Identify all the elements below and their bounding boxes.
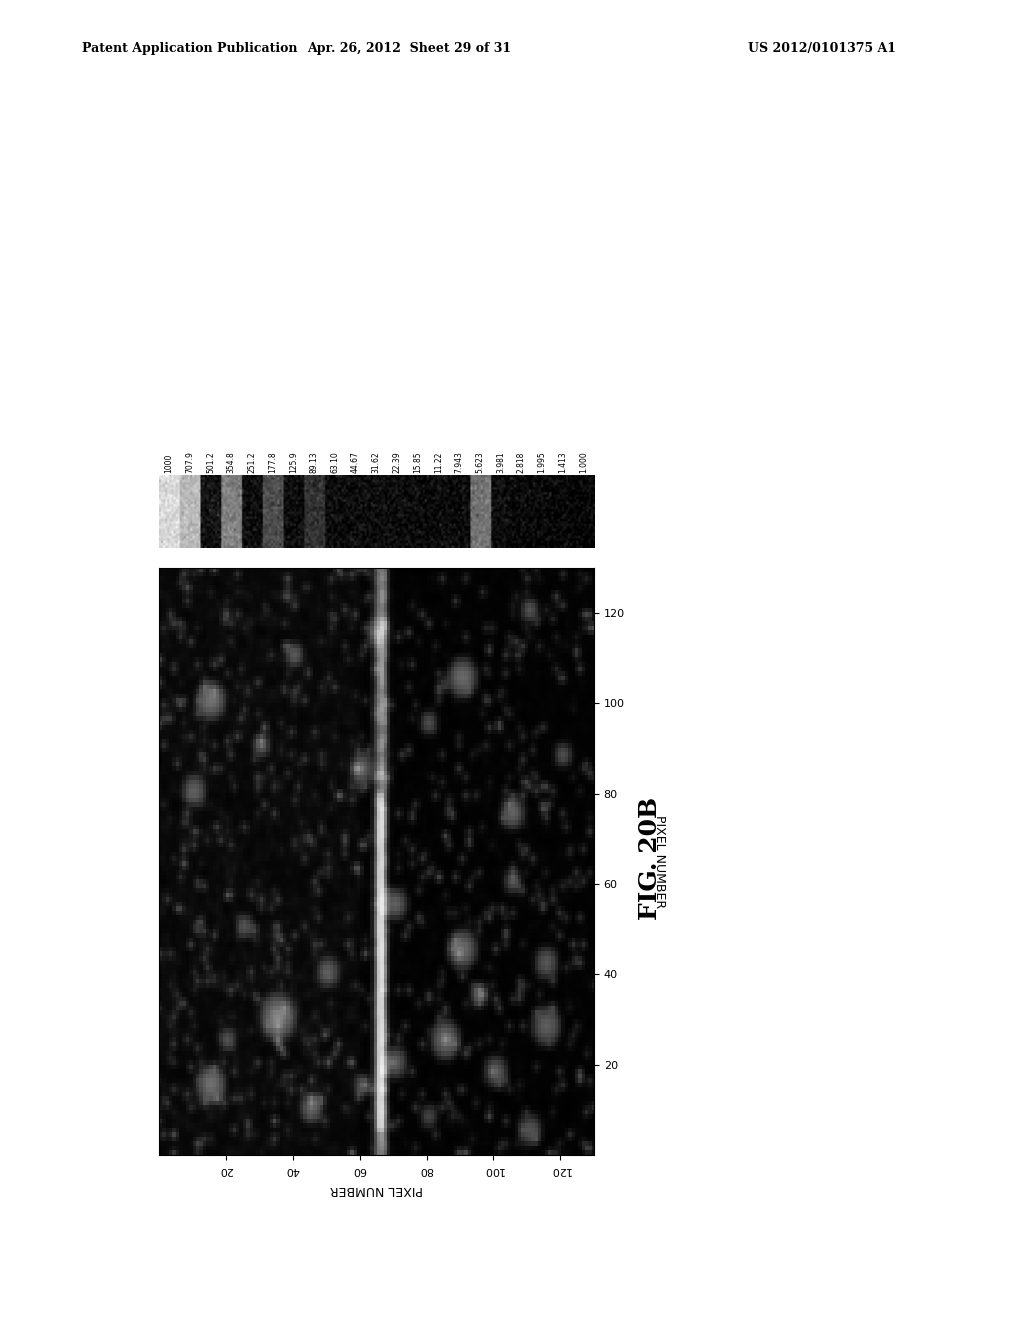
Text: 707.9: 707.9 — [185, 450, 195, 473]
Text: 501.2: 501.2 — [206, 451, 215, 473]
Text: 89.13: 89.13 — [309, 451, 318, 473]
Text: 251.2: 251.2 — [248, 451, 256, 473]
Text: 1.413: 1.413 — [558, 451, 567, 473]
Text: 1000: 1000 — [165, 453, 174, 473]
Text: FIG. 20B: FIG. 20B — [638, 796, 663, 920]
Text: 22.39: 22.39 — [392, 451, 401, 473]
Text: 3.981: 3.981 — [497, 451, 505, 473]
Text: 7.943: 7.943 — [455, 450, 464, 473]
Text: Apr. 26, 2012  Sheet 29 of 31: Apr. 26, 2012 Sheet 29 of 31 — [307, 42, 512, 55]
Y-axis label: PIXEL NUMBER: PIXEL NUMBER — [653, 814, 667, 908]
Text: 1.995: 1.995 — [538, 451, 547, 473]
Text: 63.10: 63.10 — [331, 451, 339, 473]
X-axis label: PIXEL NUMBER: PIXEL NUMBER — [330, 1183, 423, 1196]
Text: 1.000: 1.000 — [579, 451, 588, 473]
Text: 177.8: 177.8 — [268, 451, 278, 473]
Text: 5.623: 5.623 — [475, 451, 484, 473]
Text: 31.62: 31.62 — [372, 451, 381, 473]
Text: 125.9: 125.9 — [289, 451, 298, 473]
Text: Patent Application Publication: Patent Application Publication — [82, 42, 297, 55]
Text: 354.8: 354.8 — [226, 451, 236, 473]
Text: US 2012/0101375 A1: US 2012/0101375 A1 — [748, 42, 896, 55]
Text: 2.818: 2.818 — [517, 451, 526, 473]
Text: 15.85: 15.85 — [414, 451, 422, 473]
Text: 44.67: 44.67 — [351, 450, 360, 473]
Text: 11.22: 11.22 — [434, 451, 443, 473]
